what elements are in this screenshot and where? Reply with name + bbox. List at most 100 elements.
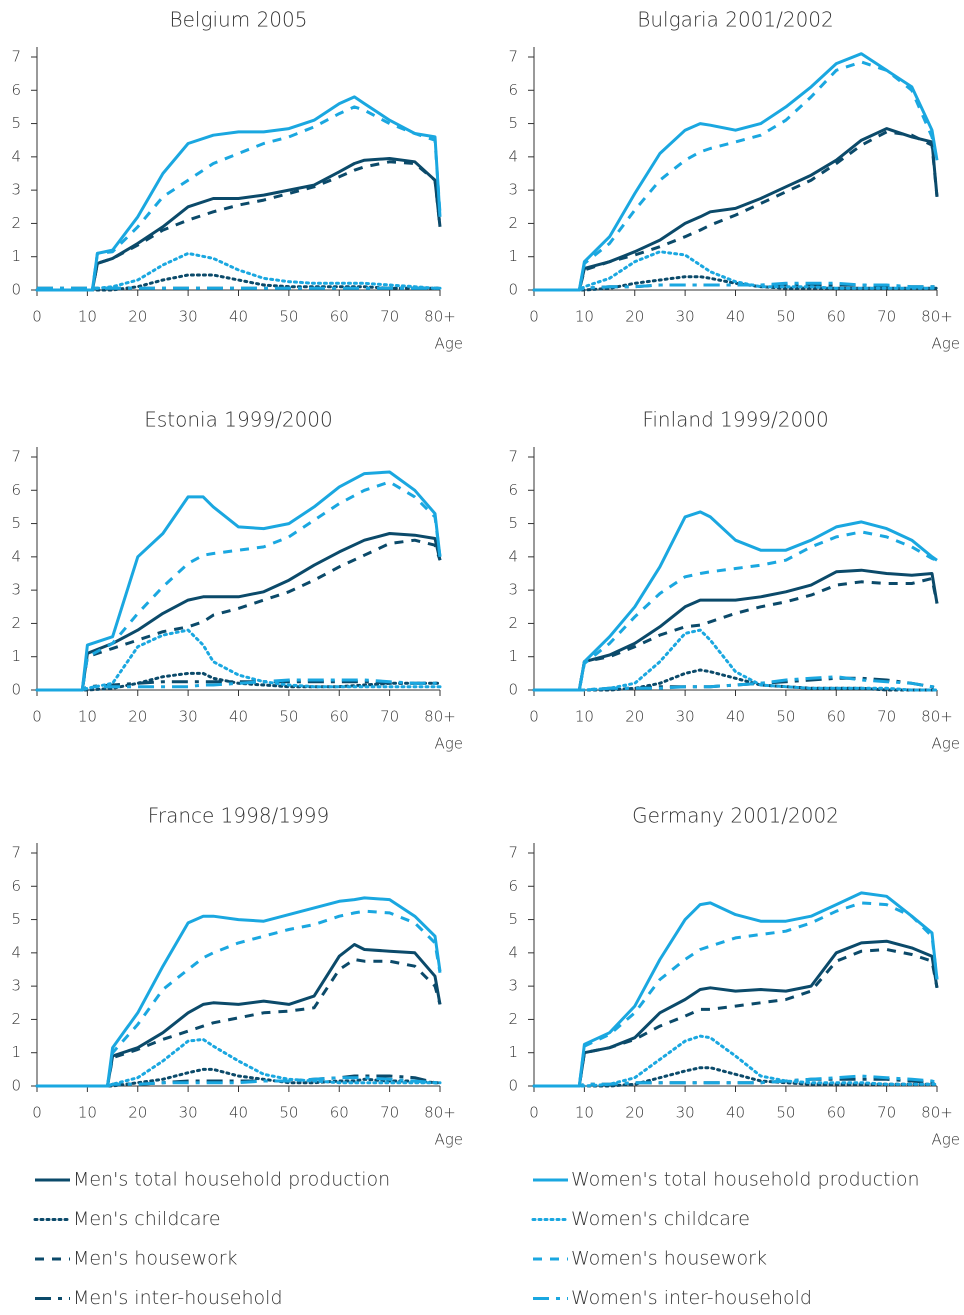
x-tick-label: 60 xyxy=(330,1104,349,1122)
chart-title: Belgium 2005 xyxy=(170,8,308,32)
series-line xyxy=(37,958,442,1088)
y-tick-label: 4 xyxy=(508,147,518,165)
y-tick-label: 6 xyxy=(508,81,518,99)
y-tick-label: 1 xyxy=(508,647,518,665)
x-tick-label: 60 xyxy=(827,308,846,326)
x-tick-label: 20 xyxy=(625,308,644,326)
y-tick-label: 3 xyxy=(11,581,21,599)
x-tick-label: 20 xyxy=(128,708,147,726)
series-line xyxy=(534,901,939,1088)
series-line xyxy=(534,530,938,692)
series-line xyxy=(534,60,939,292)
x-tick-label: 30 xyxy=(179,308,198,326)
x-tick-label: 0 xyxy=(529,308,539,326)
x-axis-label: Age xyxy=(435,335,464,353)
y-tick-label: 2 xyxy=(11,1010,21,1028)
x-tick-label: 70 xyxy=(380,1104,399,1122)
chart-title: Bulgaria 2001/2002 xyxy=(637,8,834,32)
series-line xyxy=(534,568,939,692)
x-tick-label: 20 xyxy=(128,1104,147,1122)
x-tick-label: 50 xyxy=(279,1104,298,1122)
x-tick-label: 10 xyxy=(575,708,594,726)
y-tick-label: 1 xyxy=(508,247,518,265)
y-tick-label: 5 xyxy=(508,114,518,132)
x-axis-label: Age xyxy=(932,1131,961,1149)
x-tick-label: 70 xyxy=(380,308,399,326)
y-tick-label: 6 xyxy=(11,481,21,499)
series-line xyxy=(534,675,937,692)
legend-label: Men's childcare xyxy=(73,1208,221,1230)
series-line xyxy=(35,671,442,692)
x-tick-label: 40 xyxy=(229,1104,248,1122)
y-tick-label: 3 xyxy=(11,181,21,199)
x-tick-label: 60 xyxy=(330,308,349,326)
y-tick-label: 6 xyxy=(508,877,518,895)
y-tick-label: 4 xyxy=(508,943,518,961)
x-tick-label: 0 xyxy=(32,308,42,326)
series-line xyxy=(37,909,442,1088)
y-tick-label: 4 xyxy=(508,547,518,565)
y-tick-label: 0 xyxy=(508,681,518,699)
x-tick-label: 70 xyxy=(380,708,399,726)
x-tick-label: 10 xyxy=(575,1104,594,1122)
x-tick-label: 30 xyxy=(676,1104,695,1122)
x-tick-label: 80+ xyxy=(424,708,456,726)
x-tick-label: 10 xyxy=(575,308,594,326)
x-tick-label: 20 xyxy=(128,308,147,326)
x-tick-label: 0 xyxy=(32,1104,42,1122)
x-tick-label: 40 xyxy=(726,708,745,726)
legend-label: Men's total household production xyxy=(73,1169,390,1191)
y-tick-label: 5 xyxy=(508,910,518,928)
x-tick-label: 40 xyxy=(726,1104,745,1122)
y-tick-label: 3 xyxy=(11,977,21,995)
y-tick-label: 7 xyxy=(11,843,21,861)
y-tick-label: 7 xyxy=(508,843,518,861)
y-tick-label: 1 xyxy=(508,1043,518,1061)
y-tick-label: 0 xyxy=(508,1077,518,1095)
x-tick-label: 50 xyxy=(279,708,298,726)
series-line xyxy=(532,1034,939,1088)
legend-label: Women's housework xyxy=(571,1248,767,1270)
series-line xyxy=(37,678,440,692)
y-tick-label: 4 xyxy=(11,943,21,961)
y-tick-label: 2 xyxy=(508,214,518,232)
series-line xyxy=(532,628,939,692)
y-tick-label: 6 xyxy=(11,81,21,99)
x-tick-label: 30 xyxy=(179,1104,198,1122)
series-line xyxy=(534,676,938,692)
series-line xyxy=(534,948,939,1088)
x-tick-label: 60 xyxy=(827,1104,846,1122)
series-line xyxy=(37,532,442,692)
x-tick-label: 10 xyxy=(78,708,97,726)
y-tick-label: 6 xyxy=(11,877,21,895)
legend-label: Women's inter-household xyxy=(571,1287,812,1309)
y-tick-label: 3 xyxy=(508,581,518,599)
y-tick-label: 3 xyxy=(508,977,518,995)
chart-title: Germany 2001/2002 xyxy=(632,804,839,828)
chart-title: Estonia 1999/2000 xyxy=(144,408,333,432)
series-line xyxy=(534,1077,938,1088)
x-tick-label: 80+ xyxy=(921,1104,953,1122)
x-tick-label: 10 xyxy=(78,308,97,326)
x-tick-label: 60 xyxy=(827,708,846,726)
series-line xyxy=(37,538,442,692)
x-tick-label: 0 xyxy=(32,708,42,726)
y-tick-label: 7 xyxy=(508,47,518,65)
series-line xyxy=(534,130,939,292)
x-tick-label: 80+ xyxy=(921,708,953,726)
x-tick-label: 50 xyxy=(776,308,795,326)
x-tick-label: 70 xyxy=(877,1104,896,1122)
y-tick-label: 0 xyxy=(11,281,21,299)
y-tick-label: 0 xyxy=(11,681,21,699)
series-line xyxy=(37,95,442,292)
y-tick-label: 1 xyxy=(11,1043,21,1061)
chart-title: France 1998/1999 xyxy=(148,804,329,828)
x-tick-label: 70 xyxy=(877,308,896,326)
x-tick-label: 0 xyxy=(529,1104,539,1122)
x-tick-label: 30 xyxy=(179,708,198,726)
legend-label: Women's childcare xyxy=(571,1208,750,1230)
series-line xyxy=(37,160,442,292)
x-tick-label: 80+ xyxy=(921,308,953,326)
x-tick-label: 30 xyxy=(676,308,695,326)
